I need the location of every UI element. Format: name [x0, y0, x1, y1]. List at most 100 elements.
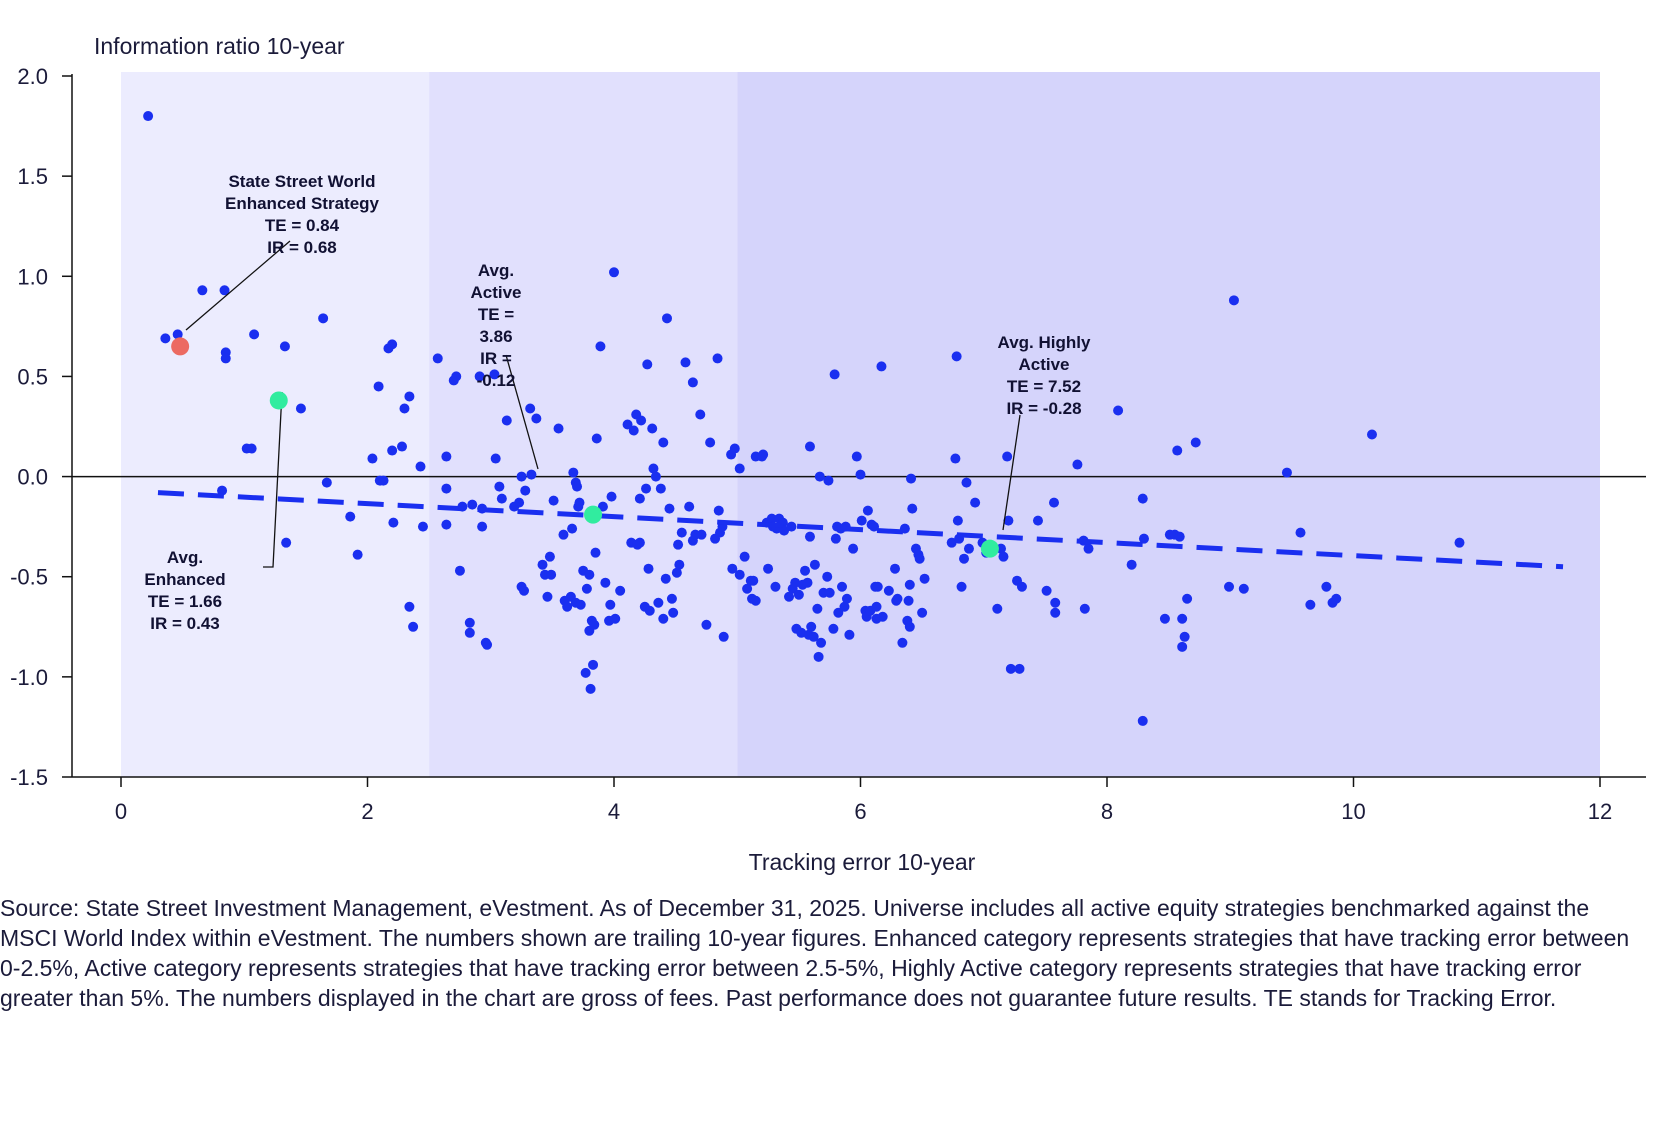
y-tick-label-5: -0.5: [10, 565, 48, 590]
data-point-262: [1050, 607, 1061, 618]
data-point-100: [610, 613, 621, 624]
data-point-3: [197, 285, 208, 296]
data-point-192: [824, 587, 835, 598]
data-point-263: [1072, 459, 1083, 470]
data-point-194: [829, 369, 840, 380]
data-point-242: [956, 581, 967, 592]
data-point-23: [387, 339, 398, 350]
data-point-25: [388, 517, 399, 528]
data-point-117: [650, 471, 661, 482]
annotation-label-2-line-2: TE =: [478, 305, 514, 324]
x-tick-label-1: 2: [361, 799, 373, 824]
data-point-221: [890, 563, 901, 574]
highlight-point-1: [269, 391, 288, 410]
annotation-label-1-line-0: Avg.: [167, 548, 203, 567]
data-point-282: [1224, 581, 1235, 592]
data-point-237: [946, 537, 957, 548]
data-point-4: [219, 285, 230, 296]
data-point-292: [1454, 537, 1465, 548]
data-point-252: [1002, 451, 1013, 462]
data-point-62: [531, 413, 542, 424]
data-point-230: [906, 473, 917, 484]
data-point-260: [1049, 497, 1060, 508]
annotation-leader-3: [1002, 414, 1021, 531]
data-point-66: [544, 551, 555, 562]
data-point-280: [1182, 593, 1193, 604]
x-tick-label-2: 4: [608, 799, 620, 824]
data-point-126: [668, 607, 679, 618]
annotation-label-1: Avg. Enhanced TE = 1.66 IR = 0.43: [144, 548, 225, 633]
data-point-281: [1190, 437, 1201, 448]
y-tick-label-7: -1.5: [10, 765, 48, 790]
data-point-169: [784, 591, 795, 602]
data-point-116: [648, 463, 659, 474]
data-point-98: [606, 491, 617, 502]
data-point-55: [514, 497, 525, 508]
data-point-111: [641, 483, 652, 494]
data-point-220: [883, 585, 894, 596]
data-point-30: [408, 621, 419, 632]
data-point-156: [750, 595, 761, 606]
data-point-276: [1174, 531, 1185, 542]
data-point-162: [766, 513, 777, 524]
data-point-238: [950, 453, 961, 464]
data-point-253: [1003, 515, 1014, 526]
data-point-236: [919, 573, 930, 584]
data-point-155: [748, 575, 759, 586]
data-point-278: [1177, 613, 1188, 624]
data-point-285: [1281, 467, 1292, 478]
data-point-137: [696, 529, 707, 540]
data-point-93: [595, 341, 606, 352]
data-point-72: [562, 601, 573, 612]
data-point-35: [441, 519, 452, 530]
data-point-235: [917, 607, 928, 618]
data-point-203: [844, 629, 855, 640]
annotation-label-3-line-3: IR = -0.28: [1006, 399, 1081, 418]
annotation-label-0-line-2: TE = 0.84: [265, 216, 340, 235]
data-point-14: [318, 313, 329, 324]
data-point-217: [872, 581, 883, 592]
data-point-149: [734, 569, 745, 580]
data-point-13: [295, 403, 306, 414]
data-point-83: [580, 667, 591, 678]
data-point-139: [705, 437, 716, 448]
data-point-164: [770, 581, 781, 592]
data-point-133: [687, 377, 698, 388]
data-point-249: [992, 603, 1003, 614]
data-point-245: [963, 543, 974, 554]
data-point-265: [1079, 603, 1090, 614]
data-point-34: [441, 483, 452, 494]
annotation-label-0-line-3: IR = 0.68: [267, 238, 336, 257]
data-point-178: [802, 577, 813, 588]
data-point-87: [585, 683, 596, 694]
annotation-leader-0: [185, 240, 291, 331]
data-point-287: [1305, 599, 1316, 610]
data-point-224: [897, 637, 908, 648]
data-point-45: [477, 521, 488, 532]
highlight-point-0: [171, 337, 190, 356]
data-point-244: [961, 477, 972, 488]
data-point-84: [581, 583, 592, 594]
highlight-point-3: [980, 539, 999, 558]
data-point-202: [841, 593, 852, 604]
data-point-43: [467, 499, 478, 510]
data-point-52: [496, 493, 507, 504]
data-point-15: [321, 477, 332, 488]
data-point-206: [855, 469, 866, 480]
annotation-label-3-line-1: Active: [1018, 355, 1069, 374]
data-point-44: [474, 371, 485, 382]
data-point-95: [600, 577, 611, 588]
source-note: Source: State Street Investment Manageme…: [0, 895, 1630, 1011]
data-point-223: [892, 593, 903, 604]
data-point-272: [1159, 613, 1170, 624]
data-point-60: [525, 403, 536, 414]
annotation-label-2-line-1: Active: [470, 283, 521, 302]
data-point-286: [1295, 527, 1306, 538]
data-point-0: [143, 111, 154, 122]
scatter-chart: 2.0 1.5 1.0 0.5 0.0 -0.5 -1.0 -1.5 0 2 4 6 8 10 12 Info…: [10, 33, 1646, 875]
annotation-label-3-line-0: Avg. Highly: [998, 333, 1091, 352]
data-point-251: [998, 551, 1009, 562]
data-point-177: [800, 565, 811, 576]
data-point-185: [812, 603, 823, 614]
data-point-132: [684, 501, 695, 512]
